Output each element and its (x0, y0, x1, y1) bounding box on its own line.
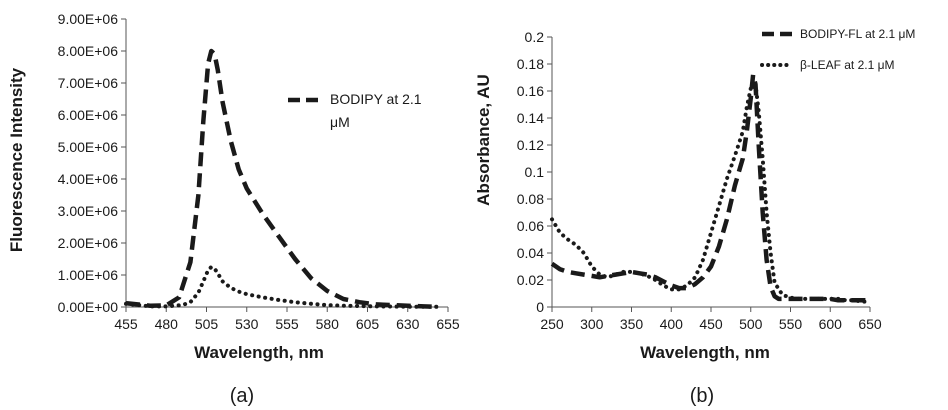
panel-b-legend-label-2: β-LEAF at 2.1 μM (800, 58, 895, 72)
panel-a-x-tick-label: 480 (155, 316, 179, 332)
panel-b-y-tick-label: 0.04 (517, 245, 544, 261)
panel-b-series-dotted-line (550, 78, 872, 304)
panel-b-y-tick-label: 0 (536, 299, 544, 315)
panel-a-caption: (a) (230, 385, 254, 407)
panel-a-series-dashed-line (125, 48, 437, 309)
panel-a: 0.00E+00 1.00E+06 2.00E+06 3.00E+06 4.00E+06… (7, 11, 460, 407)
panel-b-ylabel: Absorbance, AU (474, 74, 493, 206)
panel-a-x-tick-label: 630 (396, 316, 420, 332)
panel-b-series-dashed-line (550, 72, 870, 303)
panel-b-y-tick-label: 0.14 (517, 110, 544, 126)
panel-b-legend: BODIPY-FL at 2.1 μM β-LEAF at 2.1 μM (760, 27, 915, 72)
panel-a-legend: BODIPY at 2.1 μM (288, 91, 422, 130)
panel-a-x-tick-label: 455 (114, 316, 138, 332)
panel-a-y-tick-label: 6.00E+06 (58, 107, 119, 123)
panel-b-x-tick-label: 600 (819, 316, 843, 332)
panel-b-y-tick-label: 0.06 (517, 218, 544, 234)
panel-a-x-tick-label: 580 (316, 316, 340, 332)
panel-a-y-tick-label: 5.00E+06 (58, 139, 119, 155)
panel-b-y-tick-label: 0.02 (517, 272, 544, 288)
panel-a-legend-label-line1: BODIPY at 2.1 (330, 91, 422, 107)
panel-b-x-tick-label: 550 (779, 316, 803, 332)
panel-b-x-tick-label: 650 (858, 316, 882, 332)
panel-a-series-dotted-line (124, 265, 439, 309)
panel-b-plot-area: 0 0.02 0.04 0.06 0.08 0.1 0.12 0.14 0.16 0.18 0.2 2… (517, 29, 882, 332)
panel-b-x-tick-label: 300 (580, 316, 604, 332)
panel-b-y-tick-label: 0.1 (525, 164, 545, 180)
panel-a-x-tick-label: 605 (356, 316, 380, 332)
panel-a-x-tick-label: 530 (235, 316, 259, 332)
panel-b-x-tick-label: 350 (620, 316, 644, 332)
panel-a-y-tick-label: 1.00E+06 (58, 267, 119, 283)
panel-a-y-tick-label: 3.00E+06 (58, 203, 119, 219)
panel-a-y-tick-label: 7.00E+06 (58, 75, 119, 91)
panel-a-x-tick-label: 555 (275, 316, 299, 332)
panel-b-xlabel: Wavelength, nm (640, 343, 770, 362)
panel-a-y-tick-label: 9.00E+06 (58, 11, 119, 27)
panel-b: 0 0.02 0.04 0.06 0.08 0.1 0.12 0.14 0.16 0.18 0.2 2… (474, 27, 915, 407)
panel-a-xlabel: Wavelength, nm (194, 343, 324, 362)
panel-a-x-tick-label: 505 (195, 316, 219, 332)
panel-b-caption: (b) (690, 385, 714, 407)
panel-b-y-tick-label: 0.12 (517, 137, 544, 153)
panel-a-y-tick-label: 0.00E+00 (58, 299, 119, 315)
panel-a-plot-area: 0.00E+00 1.00E+06 2.00E+06 3.00E+06 4.00E+06… (58, 11, 460, 332)
panel-a-y-tick-label: 2.00E+06 (58, 235, 119, 251)
panel-b-x-tick-label: 450 (699, 316, 723, 332)
panel-b-y-tick-label: 0.08 (517, 191, 544, 207)
panel-b-y-tick-label: 0.18 (517, 56, 544, 72)
panel-b-x-tick-label: 500 (739, 316, 763, 332)
panel-a-legend-label-line2: μM (330, 114, 350, 130)
panel-b-x-tick-label: 250 (540, 316, 564, 332)
panel-a-y-tick-label: 8.00E+06 (58, 43, 119, 59)
panel-b-y-tick-label: 0.16 (517, 83, 544, 99)
panel-b-x-tick-label: 400 (660, 316, 684, 332)
panel-a-ylabel: Fluorescence Intensity (7, 67, 26, 252)
panel-a-y-tick-label: 4.00E+06 (58, 171, 119, 187)
panel-b-legend-label-1: BODIPY-FL at 2.1 μM (800, 27, 915, 41)
panel-a-x-tick-label: 655 (436, 316, 460, 332)
panel-b-y-tick-label: 0.2 (525, 29, 545, 45)
